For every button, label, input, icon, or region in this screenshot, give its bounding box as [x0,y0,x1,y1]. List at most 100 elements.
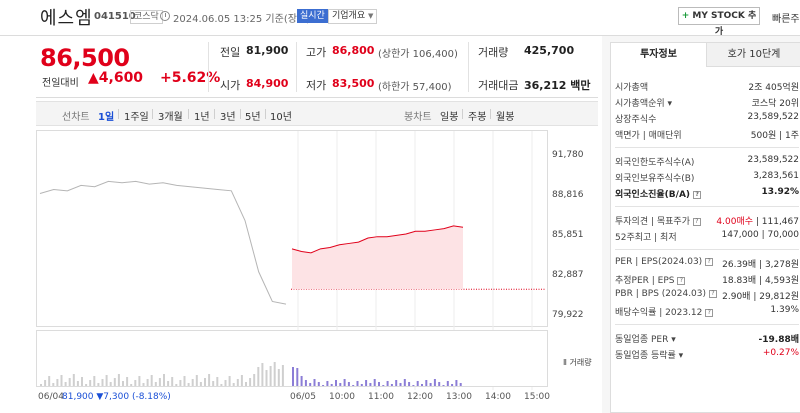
tab-1week[interactable]: 1주일 [124,112,149,123]
volume-bar [81,377,83,386]
divider [208,42,209,92]
volume-bar [204,378,206,386]
opinion-label: 투자의견 | 목표주가 ? [615,214,701,227]
opinion-value: 4.00매수 | 111,467 [716,214,799,227]
market-cap-rank-row[interactable]: 시가총액순위 ▾ 코스닥 20위 [615,96,799,110]
period-tab-bar: 선차트 1일 1주일 3개월 1년 3년 5년 10년 봉차트 일봉 주봉 월봉 [36,101,598,126]
tab-1day[interactable]: 1일 [98,112,115,123]
x-tick-label-prevday: 06/04 [38,392,64,402]
divider [118,109,119,119]
volume-bar [296,368,299,386]
open-label: 시가 [220,79,241,92]
help-icon[interactable]: ? [705,308,714,317]
volume-bar [134,380,137,386]
foreign-exhaustion-text: 외국인소진율(B/A) [615,190,691,200]
stock-code: 041510 [94,11,136,22]
market-cap-label: 시가총액 [615,83,649,93]
tab-order-book[interactable]: 호가 10단계 [706,43,800,67]
volume-bar [228,376,231,386]
foreign-exhaustion-value: 13.92% [761,187,800,197]
realtime-badge: 실시간 [297,9,328,23]
par-value-value: 500원 | 1주 [750,131,799,141]
prev-day-close: 81,900 [62,392,94,402]
divider [490,109,491,119]
opinion-text: 투자의견 | 목표주가 [615,217,690,227]
volume-bar [72,374,75,386]
volume-bar [277,369,280,386]
amount-value: 36,212 백만 [524,79,591,92]
help-icon[interactable]: ? [692,217,701,226]
y-tick-label: 88,816 [552,190,584,200]
industry-per-row[interactable]: 동일업종 PER ▾ -19.88배 [615,332,799,346]
tab-investment-info[interactable]: 투자정보 [611,43,706,67]
y-tick-label: 79,922 [552,310,584,320]
volume-bar [109,382,112,386]
upper-limit: (상한가 106,400) [378,49,458,60]
chart-frame [36,130,548,327]
tab-10years[interactable]: 10년 [270,112,292,123]
volume-chart-label: Ⅱ 거래량 [563,358,592,367]
tab-weekly-candle[interactable]: 주봉 [468,112,487,123]
x-tick-label: 14:00 [485,392,511,402]
volume-bar [60,375,63,386]
low-value: 83,500 [332,77,375,90]
per-label: PER | EPS(2024.03) ? [615,257,714,267]
y-tick-label: 85,851 [552,230,584,240]
help-icon[interactable]: ? [677,276,686,285]
tab-daily-candle[interactable]: 일봉 [440,112,459,123]
price-area-fill [292,225,463,290]
volume-bar [322,385,325,386]
volume-bar [85,384,88,386]
pbr-label: PBR | BPS (2024.03) ? [615,289,717,299]
volume-bar [309,383,312,386]
x-tick-label: 10:00 [329,392,355,402]
volume-bar [183,376,186,386]
volume-bar [459,383,462,386]
volume-bar [339,383,342,386]
tab-1year[interactable]: 1년 [194,112,210,123]
volume-bar [199,382,202,386]
volume-bar [265,370,268,386]
volume-bar [451,384,454,386]
company-overview-label: 기업개요 [332,11,366,21]
help-icon[interactable]: ? [705,257,714,266]
divider [615,206,799,207]
price-line [291,225,464,254]
timestamp: 2024.06.05 13:25 기준(장중) [173,14,311,25]
volume-bar [220,384,223,386]
volume-bar [208,374,211,386]
volume-bar [195,375,198,386]
prev-day-pct: (-8.18%) [131,392,171,402]
chevron-down-icon: ▼ [368,12,374,20]
volume-bar [313,379,316,386]
price-summary: 86,500 전일대비 ▲4,600 +5.62% 전일 81,900 시가 8… [36,36,598,98]
stock-header: 에스엠 041510 코스닥 2024.06.05 13:25 기준(장중) 실… [0,0,800,37]
listed-shares-row: 상장주식수 23,589,522 [615,112,799,126]
volume-bar [158,378,161,386]
tab-3years[interactable]: 3년 [220,112,236,123]
tab-3months[interactable]: 3개월 [158,112,183,123]
volume-bar [373,379,376,386]
market-cap-row: 시가총액 2조 405억원 [615,80,799,94]
volume-bar [433,379,436,386]
est-per-label: 추정PER | EPS ? [615,273,686,286]
add-my-stock-button[interactable]: + MY STOCK 추가 [678,7,760,37]
per-value: 26.39배 | 3,278원 [722,260,799,270]
quick-link[interactable]: 빠른주 [772,14,800,25]
company-overview-button[interactable]: 기업개요 ▼ [328,9,378,24]
industry-change-label: 동일업종 등락률 ▾ [615,351,684,361]
dividend-value: 1.39% [770,305,799,315]
foreign-exhaustion-label: 외국인소진율(B/A) ? [615,187,702,200]
tab-monthly-candle[interactable]: 월봉 [496,112,515,123]
industry-change-row[interactable]: 동일업종 등락률 ▾ +0.27% [615,348,799,362]
tab-5years[interactable]: 5년 [245,112,261,123]
volume-bar [335,380,337,386]
volume-bar [326,381,329,386]
help-icon[interactable]: ? [693,190,702,199]
volume-bar [68,378,71,386]
price-chart[interactable]: 91,780 88,816 85,851 82,887 79,922 Ⅱ 거래량… [36,130,598,413]
volume-bar [257,367,260,386]
help-icon[interactable]: ? [708,289,717,298]
foreign-limit-row: 외국인한도주식수(A) 23,589,522 [615,155,799,169]
y-tick-label: 91,780 [552,150,584,160]
